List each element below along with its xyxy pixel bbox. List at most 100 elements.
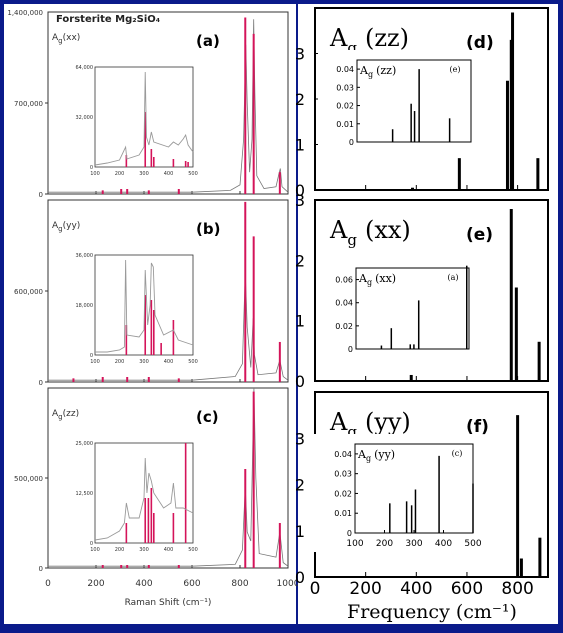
- mode-species: A: [52, 409, 59, 419]
- inset-y-label: 0: [90, 353, 93, 359]
- inset-y-label: 0.02: [335, 322, 353, 331]
- inset-y-label: 0.03: [334, 470, 352, 479]
- right-inset-1: 0 0.02 0.04 0.06 Ag (xx) (a): [316, 258, 476, 358]
- mode-comp: (zz): [365, 24, 409, 52]
- y-tick-label: 0: [39, 565, 43, 573]
- mode-comp: (xx): [63, 33, 81, 43]
- left-x-tick-label: 0: [45, 579, 51, 589]
- inset-mode-sub: g: [366, 454, 371, 463]
- mode-sub: g: [58, 37, 62, 45]
- inset-x-label: 400: [435, 539, 452, 549]
- y-tick-label: 2: [295, 476, 305, 495]
- mode-label: Ag(xx): [52, 33, 80, 45]
- inset-y-label: 64,000: [76, 65, 94, 71]
- inset-x-label: 300: [405, 539, 422, 549]
- inset-x-label: 400: [164, 171, 174, 177]
- left-x-tick-label: 400: [135, 579, 152, 589]
- inset-y-label: 0: [90, 165, 93, 171]
- inset-mode-label: Ag (zz): [359, 64, 396, 79]
- right-x-tick-label: 200: [349, 579, 381, 599]
- inset-x-label: 300: [139, 171, 149, 177]
- inset-x-label: 500: [464, 539, 481, 549]
- inset-background: [318, 50, 480, 152]
- panel-letter: (b): [196, 220, 220, 238]
- right-x-axis-title: Frequency (cm⁻¹): [347, 601, 517, 623]
- inset-tag: (a): [447, 273, 458, 282]
- mode-sub: g: [58, 413, 62, 421]
- inset-x-label: 500: [188, 547, 198, 553]
- left-panel-1: 0 600,000 Ag(yy) (b) 0 18,000 36,000 100 200 300 4…: [14, 199, 289, 387]
- left-title: Forsterite Mg₂SiO₄: [56, 14, 160, 25]
- y-tick-label: 0: [39, 379, 43, 387]
- inset-y-label: 0: [347, 529, 352, 538]
- left-panel-2: 0 500,000 Ag(zz) (c) 0 12,500 25,000 100 200 300 4…: [14, 387, 289, 573]
- inset-y-label: 0: [90, 541, 93, 547]
- mode-species: A: [329, 216, 348, 244]
- inset-frame: [355, 267, 470, 350]
- measured-spectrum: [48, 272, 289, 381]
- inset-mode-comp: (zz): [376, 64, 396, 77]
- y-tick-label: 0: [295, 372, 305, 391]
- inset-y-label: 36,000: [76, 253, 94, 259]
- inset-y-label: 25,000: [76, 441, 94, 447]
- left-inset-0: 0 32,000 64,000 100 200 300 400 500: [63, 63, 201, 189]
- mode-label: Ag (yy): [329, 408, 411, 441]
- inset-mode-species: A: [359, 64, 369, 77]
- inset-measured-spectrum: [94, 71, 194, 166]
- inset-y-label: 0.02: [334, 489, 352, 498]
- inset-y-label: 0: [348, 345, 353, 354]
- inset-x-label: 100: [346, 539, 363, 549]
- inset-y-label: 0.04: [334, 450, 352, 459]
- right-inset-0: 0 0.01 0.02 0.03 0.04 Ag (zz) (e): [318, 50, 480, 152]
- inset-x-label: 500: [188, 171, 198, 177]
- right-x-tick-label: 400: [400, 579, 432, 599]
- panel-letter: (f): [466, 417, 489, 437]
- mode-sub: g: [58, 225, 62, 233]
- inset-y-label: 0.02: [336, 102, 354, 111]
- mode-comp: (yy): [365, 408, 411, 436]
- inset-measured-spectrum: [95, 259, 194, 353]
- panel-letter: (a): [196, 32, 220, 50]
- y-tick-label: 0: [295, 181, 305, 200]
- inset-x-label: 100: [90, 171, 100, 177]
- inset-mode-sub: g: [368, 70, 373, 79]
- inset-x-label: 500: [188, 359, 198, 365]
- inset-measured-spectrum: [94, 457, 194, 541]
- mode-species: A: [329, 408, 348, 436]
- y-tick-label: 3: [295, 429, 305, 448]
- mode-label: Ag(xx): [329, 216, 411, 249]
- right-x-tick-label: 800: [501, 579, 533, 599]
- inset-x-label: 300: [139, 547, 149, 553]
- inset-background: [314, 434, 482, 552]
- inset-x-label: 200: [115, 359, 125, 365]
- left-x-tick-label: 600: [183, 579, 200, 589]
- inset-y-label: 0.01: [334, 509, 352, 518]
- inset-frame: [94, 254, 194, 356]
- inset-mode-species: A: [357, 448, 367, 461]
- inset-y-label: 32,000: [76, 115, 94, 121]
- inset-x-label: 400: [164, 359, 174, 365]
- inset-x-label: 200: [115, 547, 125, 553]
- measured-spectrum: [48, 387, 289, 567]
- left-inset-1: 0 18,000 36,000 100 200 300 400 500: [63, 251, 201, 377]
- right-x-tick-label: 0: [310, 579, 321, 599]
- mode-sub: g: [347, 423, 357, 441]
- mode-species: A: [52, 33, 59, 43]
- mode-comp: (zz): [63, 409, 79, 419]
- mode-label: Ag(zz): [52, 409, 79, 421]
- y-tick-label: 700,000: [14, 100, 43, 108]
- inset-mode-sub: g: [367, 278, 372, 287]
- inset-frame: [94, 442, 194, 544]
- y-tick-label: 1: [295, 522, 305, 541]
- inset-y-label: 18,000: [76, 303, 94, 309]
- inset-y-label: 0.01: [336, 120, 354, 129]
- inset-mode-comp: (xx): [375, 272, 396, 285]
- inset-mode-comp: (yy): [374, 448, 395, 461]
- inset-frame: [94, 66, 194, 168]
- inset-y-label: 0.04: [336, 65, 354, 74]
- inset-mode-species: A: [358, 272, 368, 285]
- inset-x-label: 200: [376, 539, 393, 549]
